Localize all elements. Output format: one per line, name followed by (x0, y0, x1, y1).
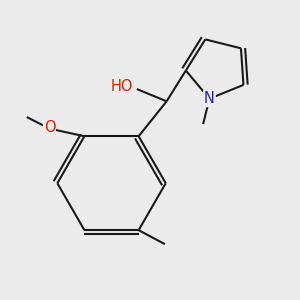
Text: N: N (204, 91, 215, 106)
Text: O: O (44, 120, 55, 135)
Text: HO: HO (111, 79, 134, 94)
